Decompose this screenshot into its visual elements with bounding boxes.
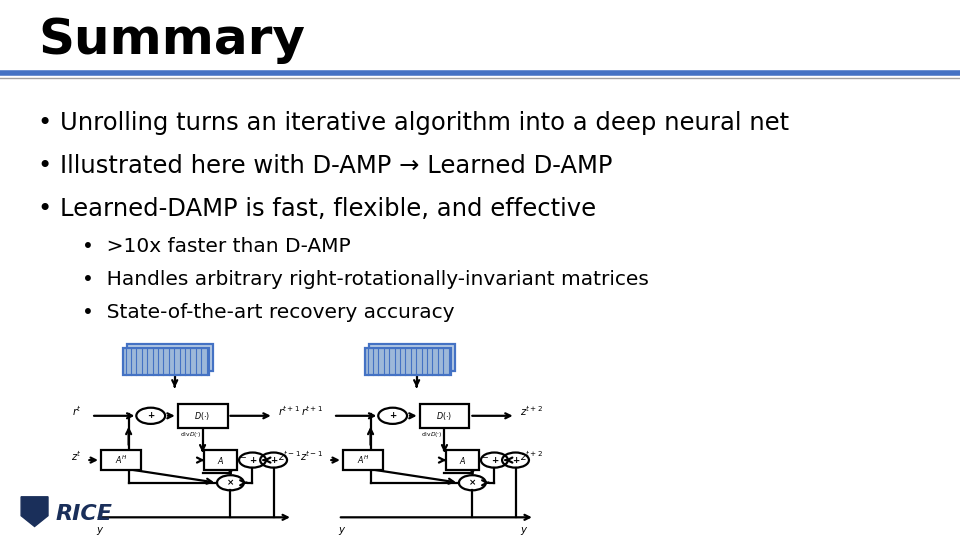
Bar <box>127 344 213 371</box>
Text: $z^{t+2}$: $z^{t+2}$ <box>520 404 543 418</box>
Text: $D(\cdot)$: $D(\cdot)$ <box>195 410 210 422</box>
Text: •  >10x faster than D-AMP: • >10x faster than D-AMP <box>82 237 350 255</box>
Text: $A$: $A$ <box>459 455 467 465</box>
Bar <box>369 344 455 371</box>
Bar <box>343 450 383 470</box>
Text: $A^H$: $A^H$ <box>114 454 128 466</box>
Bar <box>204 450 237 470</box>
Text: •  Handles arbitrary right-rotationally-invariant matrices: • Handles arbitrary right-rotationally-i… <box>82 270 648 289</box>
Text: $-$: $-$ <box>239 451 247 461</box>
Text: $A$: $A$ <box>217 455 225 465</box>
Bar <box>365 348 451 375</box>
Text: $\mathrm{div}D(\cdot)$: $\mathrm{div}D(\cdot)$ <box>180 430 202 440</box>
Polygon shape <box>21 497 48 526</box>
Bar <box>420 404 469 428</box>
Text: • Illustrated here with D-AMP → Learned D-AMP: • Illustrated here with D-AMP → Learned … <box>38 154 612 178</box>
Text: Summary: Summary <box>38 16 305 64</box>
Text: +: + <box>491 456 498 464</box>
Text: $D(\cdot)$: $D(\cdot)$ <box>437 410 452 422</box>
Text: +: + <box>389 411 396 420</box>
Text: RICE: RICE <box>56 504 112 524</box>
Text: $z^{t-1}$: $z^{t-1}$ <box>278 449 301 463</box>
Text: $z^t$: $z^t$ <box>71 449 82 463</box>
Text: +: + <box>512 456 519 464</box>
Text: $-$: $-$ <box>481 451 489 461</box>
Text: +: + <box>270 456 277 464</box>
Bar <box>123 348 209 375</box>
Bar <box>178 404 228 428</box>
Bar <box>101 450 141 470</box>
Text: $r^{t+1}$: $r^{t+1}$ <box>301 404 324 418</box>
Text: ×: × <box>468 478 476 487</box>
Text: $y$: $y$ <box>338 525 347 537</box>
Text: +: + <box>249 456 256 464</box>
Text: $z^{t+2}$: $z^{t+2}$ <box>520 449 543 463</box>
Text: +: + <box>147 411 155 420</box>
Text: $r^{t+1}$: $r^{t+1}$ <box>278 404 300 418</box>
Text: •  State-of-the-art recovery accuracy: • State-of-the-art recovery accuracy <box>82 303 454 322</box>
Text: $y$: $y$ <box>96 525 105 537</box>
Text: $A^H$: $A^H$ <box>356 454 370 466</box>
Text: ×: × <box>227 478 234 487</box>
Text: • Learned-DAMP is fast, flexible, and effective: • Learned-DAMP is fast, flexible, and ef… <box>38 197 596 221</box>
Text: $z^{t-1}$: $z^{t-1}$ <box>300 449 324 463</box>
Text: $y$: $y$ <box>520 525 529 537</box>
Bar <box>446 450 479 470</box>
Text: • Unrolling turns an iterative algorithm into a deep neural net: • Unrolling turns an iterative algorithm… <box>38 111 789 134</box>
Text: $\mathrm{div}D(\cdot)$: $\mathrm{div}D(\cdot)$ <box>421 430 444 440</box>
Text: $r^t$: $r^t$ <box>72 404 82 418</box>
